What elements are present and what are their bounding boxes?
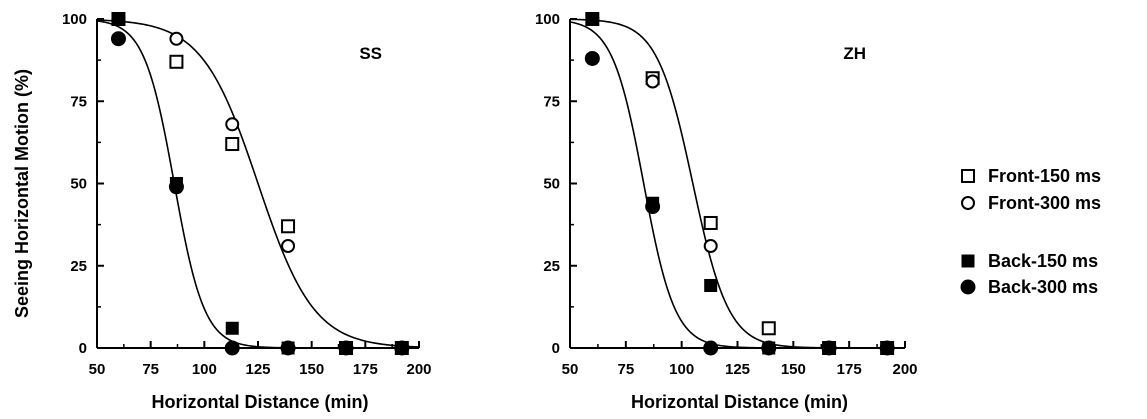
data-point-back-300-ms <box>879 340 895 356</box>
y-tick-label: 0 <box>79 340 87 357</box>
data-point-front-300-ms <box>703 239 718 254</box>
x-tick-label: 50 <box>562 361 579 378</box>
y-tick-label: 0 <box>552 340 560 357</box>
x-tick-label: 125 <box>245 361 270 378</box>
data-point-front-150-ms <box>169 54 184 69</box>
y-tick-label: 75 <box>70 93 87 110</box>
y-tick-label: 50 <box>543 176 560 193</box>
y-tick-label: 25 <box>543 258 560 275</box>
fit-curve-front <box>569 18 905 349</box>
data-point-back-150-ms <box>111 12 125 26</box>
x-tick-label: 75 <box>142 361 159 378</box>
legend-marker-back-300-ms <box>960 279 976 295</box>
data-point-back-300-ms <box>761 340 777 356</box>
legend-label-front-150-ms: Front-150 ms <box>988 166 1101 186</box>
x-tick-label: 175 <box>837 361 862 378</box>
legend: Front-150 ms Front-300 ms Back-150 ms Back-… <box>960 166 1101 297</box>
legend-label-back-150-ms: Back-150 ms <box>988 251 1098 271</box>
data-point-back-300-ms <box>584 50 600 66</box>
legend-marker-front-300-ms <box>961 196 975 210</box>
x-tick-label: 50 <box>89 361 106 378</box>
fit-curve-back <box>569 21 905 349</box>
data-point-back-300-ms <box>821 340 837 356</box>
y-tick-label: 75 <box>543 93 560 110</box>
data-point-back-300-ms <box>168 179 184 195</box>
data-point-back-300-ms <box>224 340 240 356</box>
y-tick-label: 100 <box>535 11 560 28</box>
data-point-back-300-ms <box>110 31 126 47</box>
legend-label-back-300-ms: Back-300 ms <box>988 277 1098 297</box>
data-point-back-150-ms <box>225 321 239 335</box>
data-point-back-300-ms <box>338 340 354 356</box>
data-point-back-300-ms <box>394 340 410 356</box>
panel-ss: 50 75 100 125 150 175 200 0 25 50 75 100 Horizontal … <box>12 11 432 412</box>
data-point-front-150-ms <box>703 215 718 230</box>
y-tick-label: 50 <box>70 176 87 193</box>
x-axis-label: Horizontal Distance (min) <box>631 392 848 412</box>
x-tick-label: 200 <box>892 361 917 378</box>
y-tick-label: 25 <box>70 258 87 275</box>
x-axis-label: Horizontal Distance (min) <box>151 392 368 412</box>
x-tick-label: 150 <box>781 361 806 378</box>
data-point-front-300-ms <box>169 31 184 46</box>
data-point-back-300-ms <box>280 340 296 356</box>
x-tick-label: 125 <box>725 361 750 378</box>
x-tick-label: 150 <box>299 361 324 378</box>
data-point-back-300-ms <box>645 199 661 215</box>
data-point-front-150-ms <box>281 219 296 234</box>
y-axis-label: Seeing Horizontal Motion (%) <box>12 69 32 318</box>
data-point-back-300-ms <box>703 340 719 356</box>
x-tick-label: 100 <box>669 361 694 378</box>
y-tick-label: 100 <box>62 11 87 28</box>
x-tick-label: 175 <box>353 361 378 378</box>
legend-marker-back-150-ms <box>961 254 975 268</box>
data-point-back-150-ms <box>585 12 599 26</box>
legend-label-front-300-ms: Front-300 ms <box>988 193 1101 213</box>
fit-curve-back <box>96 20 419 349</box>
legend-marker-front-150-ms <box>961 169 975 183</box>
x-tick-label: 200 <box>406 361 431 378</box>
data-point-front-150-ms <box>225 137 240 152</box>
data-point-front-300-ms <box>225 117 240 132</box>
panel-label: SS <box>359 44 382 63</box>
data-point-back-150-ms <box>704 278 718 292</box>
x-tick-label: 75 <box>617 361 634 378</box>
x-tick-label: 100 <box>192 361 217 378</box>
panel-zh: 50 75 100 125 150 175 200 0 25 50 75 100 Horizontal … <box>535 11 918 412</box>
fit-curve-front <box>96 19 420 348</box>
data-point-front-300-ms <box>281 239 296 254</box>
panel-label: ZH <box>843 44 866 63</box>
data-point-front-300-ms <box>645 74 660 89</box>
data-point-front-150-ms <box>761 321 776 336</box>
